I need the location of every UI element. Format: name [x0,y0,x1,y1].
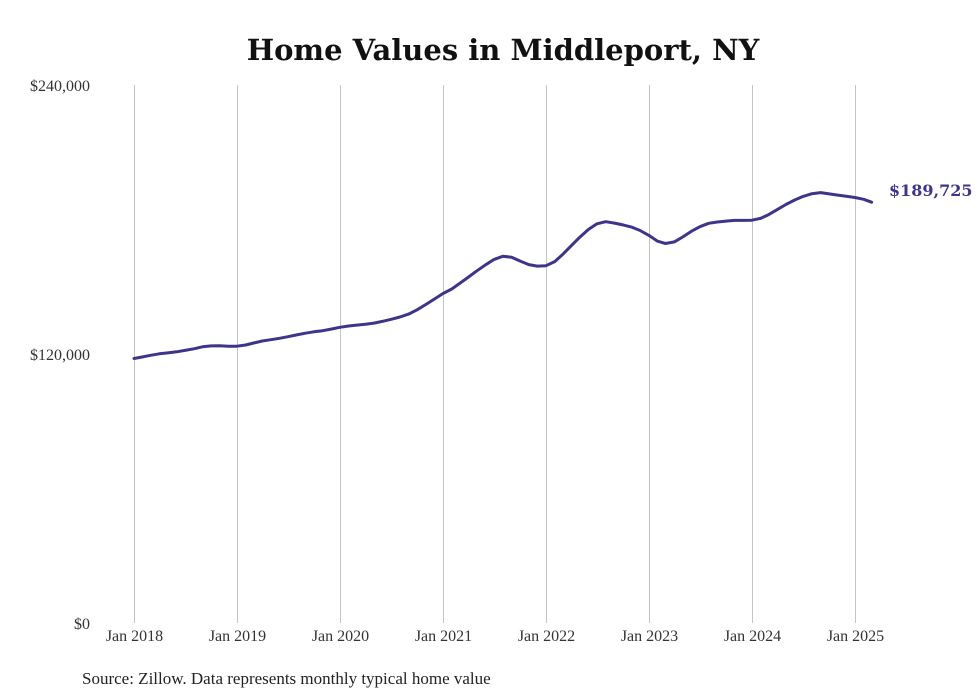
source-note: Source: Zillow. Data represents monthly … [82,669,491,688]
x-tick-label: Jan 2025 [827,628,884,645]
x-tick-label: Jan 2021 [415,628,472,645]
last-value-label: $189,725 [889,181,973,200]
y-tick-label: $240,000 [30,78,90,95]
y-tick-label: $0 [74,616,90,633]
series-layer [132,191,874,360]
vertical-gridlines [134,85,856,623]
x-tick-label: Jan 2023 [621,628,678,645]
y-axis-tick-labels: $0 $120,000 $240,000 [30,78,90,633]
x-tick-label: Jan 2019 [209,628,266,645]
x-tick-label: Jan 2024 [724,628,781,645]
chart-title: Home Values in Middleport, NY [247,33,760,67]
x-tick-label: Jan 2022 [518,628,575,645]
series-line-0 [132,191,874,360]
x-axis-tick-labels: Jan 2018 Jan 2019 Jan 2020 Jan 2021 Jan 2022… [106,628,884,645]
x-tick-label: Jan 2020 [312,628,369,645]
y-tick-label: $120,000 [30,347,90,364]
x-tick-label: Jan 2018 [106,628,163,645]
